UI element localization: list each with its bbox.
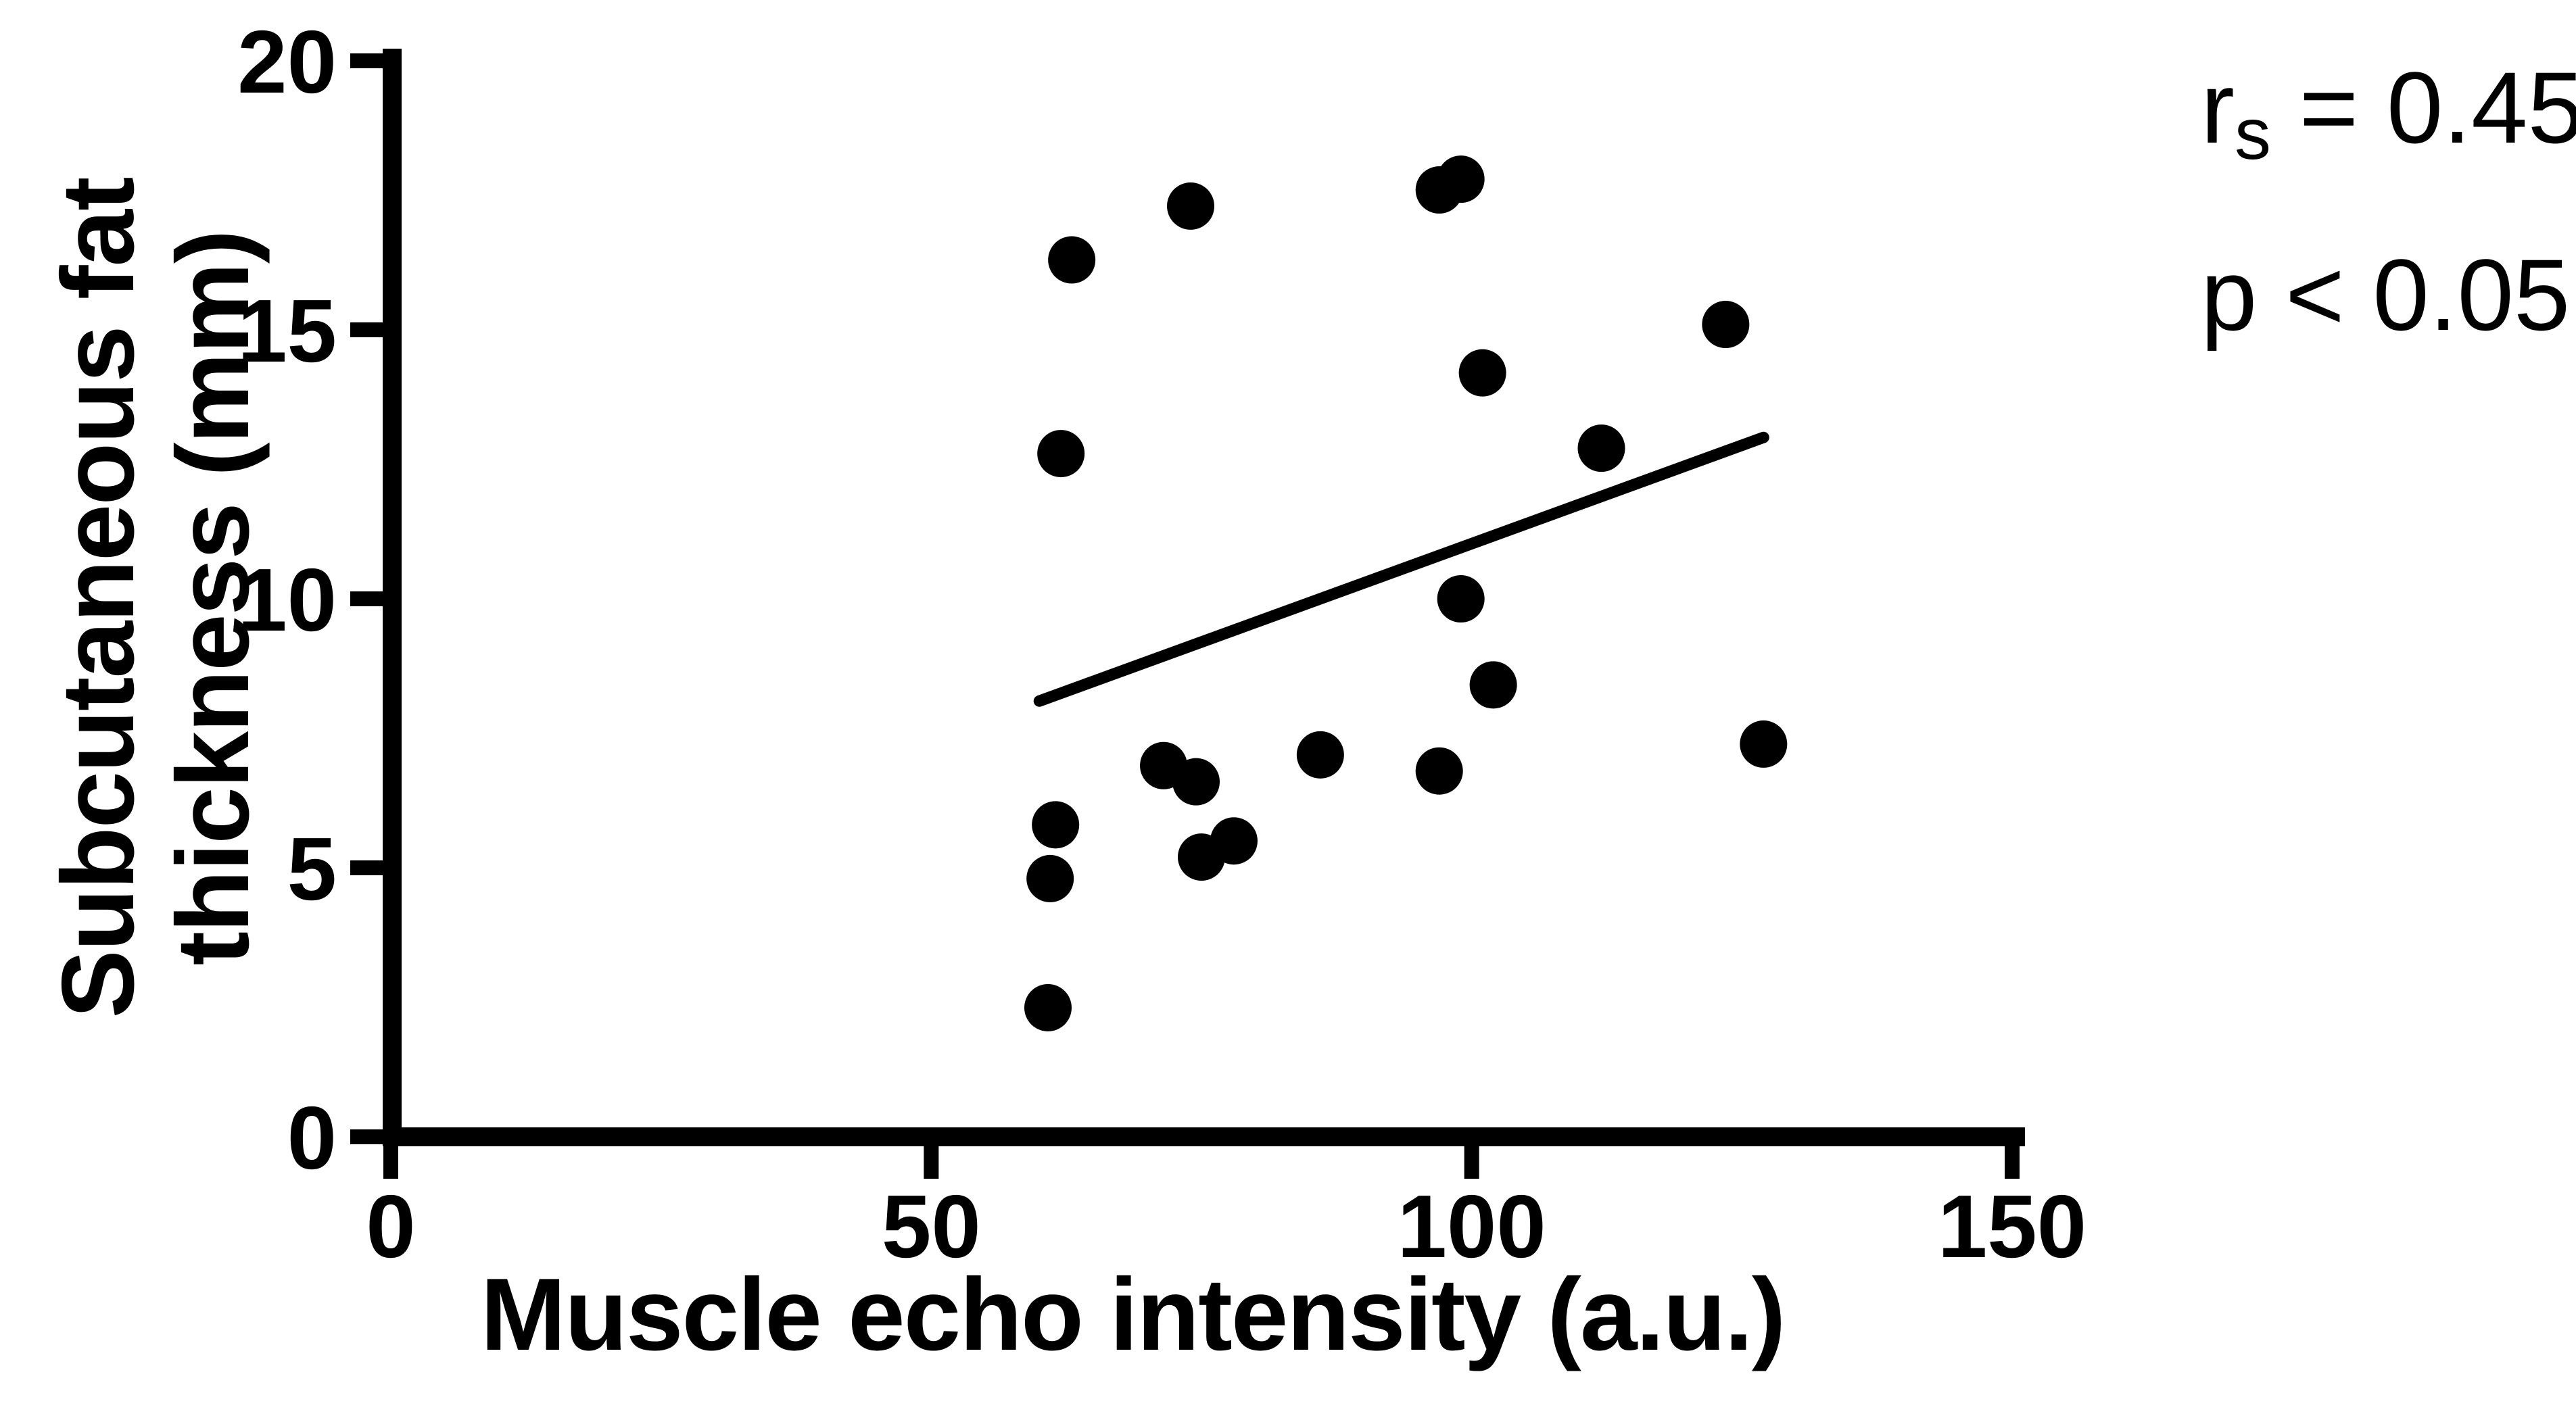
data-point (1469, 661, 1517, 709)
annotation-line-rs: rs = 0.45 (2201, 51, 2576, 174)
axes (350, 49, 2025, 1179)
data-point (1026, 854, 1074, 902)
data-points-layer (1024, 155, 1788, 1031)
x-tick-label: 100 (1398, 1177, 1546, 1276)
data-point (1210, 817, 1258, 865)
y-tick-label: 15 (237, 281, 337, 381)
y-axis-label: Subcutaneous fat thickness (mm) (41, 24, 270, 1173)
data-point (1296, 731, 1344, 779)
data-point (1702, 301, 1750, 349)
annotation-line-p: p < 0.05 (2201, 238, 2571, 351)
data-point (1024, 983, 1072, 1031)
x-axis-label: Muscle echo intensity (a.u.) (480, 1257, 1786, 1372)
data-point (1167, 182, 1215, 230)
trend-line (1033, 431, 1769, 707)
y-tick-label: 10 (237, 550, 337, 650)
tick-labels: 0 5 10 15 20 0 50 100 150 (237, 12, 2086, 1276)
trend-line-layer (1033, 431, 1769, 707)
data-point (1458, 349, 1506, 397)
data-point (1415, 747, 1463, 795)
y-axis-label-line1: Subcutaneous fat (41, 178, 156, 1019)
data-point (1172, 758, 1220, 806)
x-tick-label: 50 (882, 1177, 981, 1276)
y-tick-label: 5 (287, 819, 337, 919)
data-point (1048, 236, 1096, 284)
y-tick-label: 0 (287, 1088, 337, 1188)
data-point (1032, 801, 1080, 849)
data-point (1437, 575, 1485, 622)
y-axis-label-line2: thickness (mm) (156, 230, 270, 966)
x-tick-label: 0 (366, 1177, 415, 1276)
data-point (1740, 720, 1788, 768)
data-point (1037, 430, 1085, 478)
y-tick-label: 20 (237, 12, 337, 112)
data-point (1437, 155, 1485, 203)
stats-annotation: rs = 0.45 p < 0.05 (2201, 19, 2576, 383)
data-point (1577, 424, 1625, 472)
x-tick-label: 150 (1938, 1177, 2086, 1276)
